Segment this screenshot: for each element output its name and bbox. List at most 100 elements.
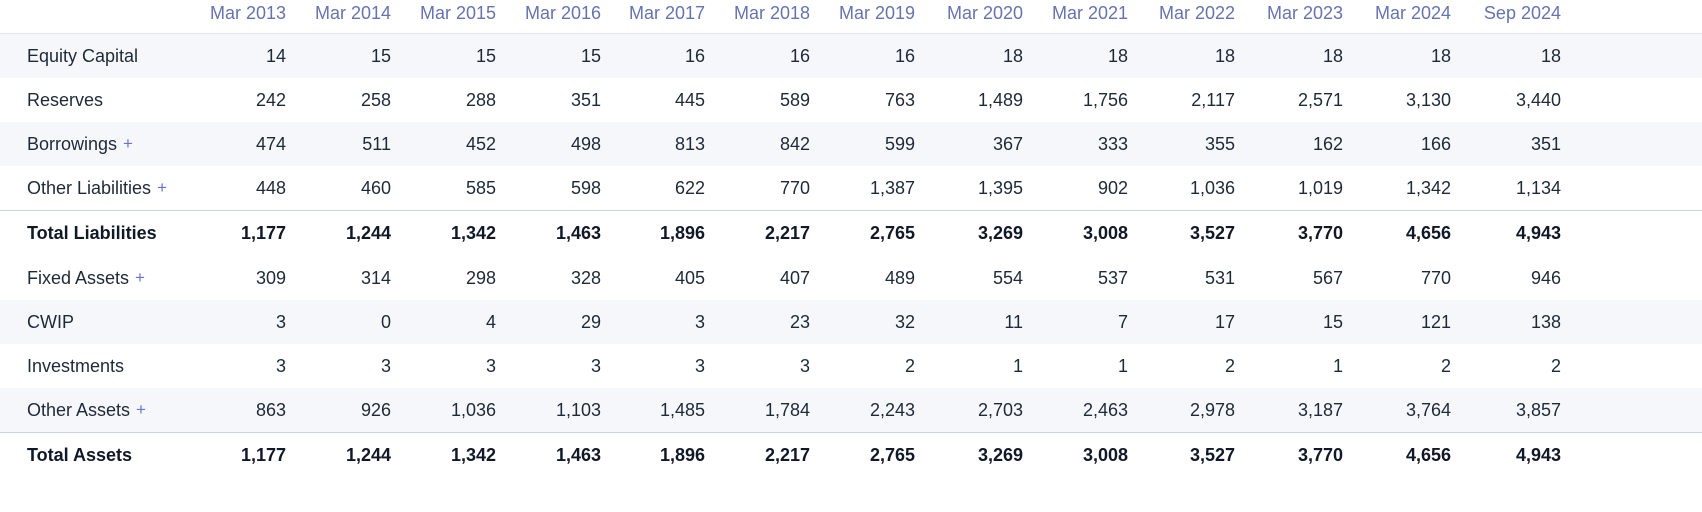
row-label-text: Other Liabilities: [27, 177, 152, 198]
row-label-other-liabilities[interactable]: Other Liabilities +: [27, 166, 167, 210]
table-cell: 3,527: [1189, 223, 1235, 243]
column-header-mar-2015: Mar 2015: [419, 3, 496, 23]
table-cell: 2,703: [977, 399, 1023, 420]
column-header-mar-2021: Mar 2021: [1051, 3, 1128, 23]
table-row-other-liabilities[interactable]: Other Liabilities +448 460 585 598 622 770 1,38…: [0, 166, 1702, 210]
table-cell: 1,463: [555, 223, 601, 243]
table-cell: 2,217: [764, 223, 810, 243]
table-cell: 29: [580, 311, 601, 332]
expand-plus-icon[interactable]: +: [135, 268, 145, 287]
table-cell: 2: [1440, 355, 1451, 376]
column-header-mar-2017: Mar 2017: [628, 3, 705, 23]
table-cell: 18: [1540, 45, 1561, 66]
table-header-row: Mar 2013 Mar 2014 Mar 2015 Mar 2016 Mar 2017…: [0, 0, 1702, 34]
table-cell: 1,342: [1405, 177, 1451, 198]
row-label-text: CWIP: [27, 311, 74, 332]
table-cell: 3: [799, 355, 810, 376]
table-cell: 18: [1322, 45, 1343, 66]
table-cell: 166: [1420, 133, 1451, 154]
table-cell: 2,765: [869, 445, 915, 465]
table-cell: 448: [255, 177, 286, 198]
table-cell: 138: [1530, 311, 1561, 332]
expand-plus-icon[interactable]: +: [157, 178, 167, 197]
row-label-borrowings[interactable]: Borrowings +: [27, 122, 133, 166]
table-cell: 2,117: [1191, 89, 1235, 110]
row-label-text: Borrowings: [27, 133, 118, 154]
table-cell: 3,764: [1405, 399, 1451, 420]
table-cell: 3,770: [1297, 445, 1343, 465]
table-cell: 32: [894, 311, 915, 332]
row-label-text: Investments: [27, 355, 125, 376]
table-cell: 18: [1214, 45, 1235, 66]
table-cell: 452: [465, 133, 496, 154]
table-cell: 554: [992, 267, 1023, 288]
row-label-other-assets[interactable]: Other Assets +: [27, 388, 146, 432]
table-cell: 288: [465, 89, 496, 110]
table-cell: 902: [1097, 177, 1128, 198]
table-cell: 14: [265, 45, 286, 66]
table-cell: 1,019: [1297, 177, 1343, 198]
table-cell: 351: [570, 89, 601, 110]
table-cell: 3,008: [1082, 223, 1128, 243]
expand-plus-icon[interactable]: +: [123, 134, 133, 153]
table-cell: 460: [360, 177, 391, 198]
table-cell: 2,243: [869, 399, 915, 420]
table-cell: 1,387: [869, 177, 915, 198]
table-cell: 622: [674, 177, 705, 198]
table-cell: 121: [1420, 311, 1451, 332]
table-cell: 17: [1214, 311, 1235, 332]
column-header-mar-2018: Mar 2018: [733, 3, 810, 23]
table-cell: 1,244: [345, 223, 391, 243]
table-cell: 1,342: [450, 223, 496, 243]
table-cell: 1,177: [240, 223, 286, 243]
table-row-reserves: Reserves 242 258 288 351 445 589 763 1,489 1,756 2…: [0, 78, 1702, 122]
table-cell: 1,485: [659, 399, 705, 420]
row-label-text: Total Assets: [27, 445, 133, 465]
table-cell: 0: [380, 311, 391, 332]
table-cell: 1,784: [764, 399, 810, 420]
table-cell: 489: [884, 267, 915, 288]
table-row-borrowings[interactable]: Borrowings +474 511 452 498 813 842 599 367 333 35…: [0, 122, 1702, 166]
table-cell: 3: [590, 355, 601, 376]
table-cell: 351: [1530, 133, 1561, 154]
table-row-investments: Investments 3 3 3 3 3 3 2 1 1 2 1 2 2: [0, 344, 1702, 388]
row-label-text: Equity Capital: [27, 45, 139, 66]
row-label-cwip: CWIP: [27, 300, 74, 344]
table-cell: 1,489: [977, 89, 1023, 110]
table-cell: 3,187: [1297, 399, 1343, 420]
table-cell: 2: [1550, 355, 1561, 376]
column-header-mar-2013: Mar 2013: [209, 3, 286, 23]
table-row-other-assets[interactable]: Other Assets +863 926 1,036 1,103 1,485 1,784 2…: [0, 388, 1702, 432]
table-cell: 4: [485, 311, 496, 332]
table-cell: 1,134: [1515, 177, 1561, 198]
column-header-mar-2020: Mar 2020: [946, 3, 1023, 23]
table-row-fixed-assets[interactable]: Fixed Assets +309 314 298 328 405 407 489 554 537…: [0, 256, 1702, 300]
table-cell: 763: [884, 89, 915, 110]
table-cell: 15: [370, 45, 391, 66]
table-cell: 258: [360, 89, 391, 110]
table-cell: 367: [992, 133, 1023, 154]
table-cell: 18: [1002, 45, 1023, 66]
table-cell: 3: [275, 311, 286, 332]
expand-plus-icon[interactable]: +: [136, 400, 146, 419]
row-label-fixed-assets[interactable]: Fixed Assets +: [27, 256, 145, 300]
table-cell: 770: [779, 177, 810, 198]
table-cell: 3: [485, 355, 496, 376]
table-cell: 3,770: [1297, 223, 1343, 243]
table-cell: 1,395: [977, 177, 1023, 198]
table-cell: 1,896: [659, 445, 705, 465]
table-cell: 242: [255, 89, 286, 110]
column-header-mar-2024: Mar 2024: [1374, 3, 1451, 23]
table-cell: 445: [674, 89, 705, 110]
table-cell: 2,217: [764, 445, 810, 465]
table-cell: 407: [779, 267, 810, 288]
table-cell: 355: [1204, 133, 1235, 154]
column-header-mar-2016: Mar 2016: [524, 3, 601, 23]
table-cell: 2,463: [1082, 399, 1128, 420]
column-header-mar-2019: Mar 2019: [838, 3, 915, 23]
table-cell: 15: [1322, 311, 1343, 332]
table-cell: 863: [255, 399, 286, 420]
table-cell: 1,463: [555, 445, 601, 465]
table-cell: 3,269: [977, 223, 1023, 243]
table-cell: 585: [465, 177, 496, 198]
